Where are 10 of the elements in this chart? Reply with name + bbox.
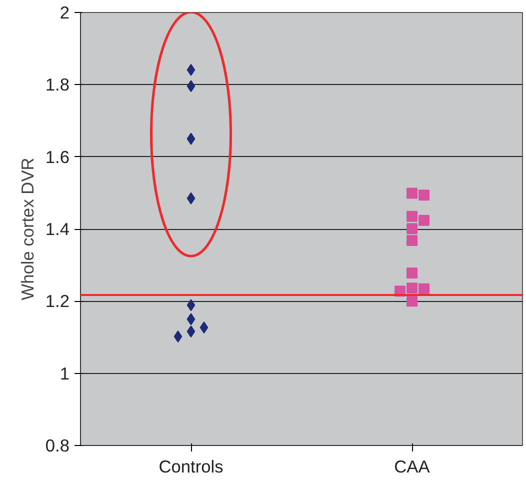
y-tick-label: 2 [60, 2, 70, 22]
y-tick-label: 1 [60, 363, 70, 384]
y-tick-label: 0.8 [45, 436, 70, 456]
y-tick-label: 1.8 [45, 74, 70, 95]
x-tick-label: Controls [158, 456, 224, 476]
y-axis-title: Whole cortex DVR [17, 158, 38, 300]
y-tick-label: 1.2 [45, 291, 70, 312]
y-tick-label: 1.4 [45, 219, 70, 239]
y-tick-label: 1.6 [45, 146, 70, 167]
x-tick-label: CAA [394, 456, 430, 476]
